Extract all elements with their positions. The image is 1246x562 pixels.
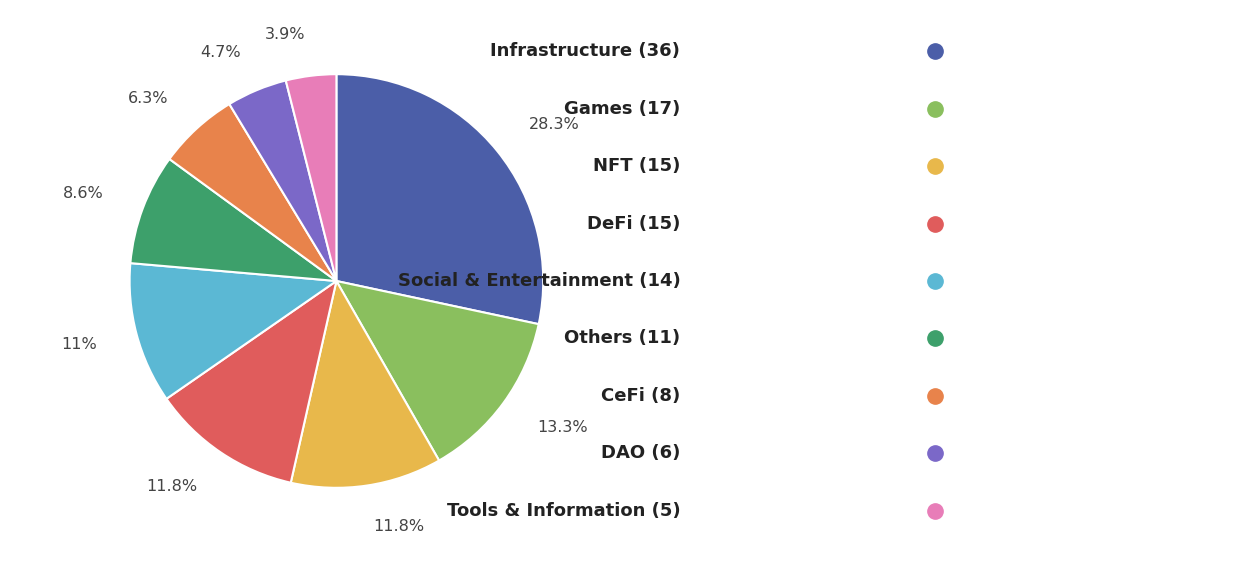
Text: Games (17): Games (17): [564, 99, 680, 117]
Text: 28.3%: 28.3%: [530, 117, 581, 133]
Text: Tools & Information (5): Tools & Information (5): [447, 502, 680, 520]
Text: 11.8%: 11.8%: [373, 519, 424, 534]
Text: 13.3%: 13.3%: [537, 420, 587, 435]
Text: CeFi (8): CeFi (8): [601, 387, 680, 405]
Wedge shape: [229, 80, 336, 281]
Text: 4.7%: 4.7%: [201, 44, 240, 60]
Text: Others (11): Others (11): [564, 329, 680, 347]
Wedge shape: [169, 104, 336, 281]
Wedge shape: [285, 74, 336, 281]
Wedge shape: [131, 159, 336, 281]
Text: 6.3%: 6.3%: [128, 90, 168, 106]
Text: DAO (6): DAO (6): [601, 445, 680, 463]
Wedge shape: [167, 281, 336, 483]
Wedge shape: [130, 263, 336, 399]
Wedge shape: [290, 281, 439, 488]
Text: 11.8%: 11.8%: [147, 479, 198, 494]
Wedge shape: [336, 281, 538, 460]
Text: 3.9%: 3.9%: [265, 27, 305, 42]
Text: 11%: 11%: [61, 337, 97, 352]
Text: Social & Entertainment (14): Social & Entertainment (14): [397, 272, 680, 290]
Text: 8.6%: 8.6%: [64, 187, 103, 201]
Text: Infrastructure (36): Infrastructure (36): [491, 42, 680, 60]
Text: DeFi (15): DeFi (15): [587, 215, 680, 233]
Wedge shape: [336, 74, 543, 324]
Text: NFT (15): NFT (15): [593, 157, 680, 175]
